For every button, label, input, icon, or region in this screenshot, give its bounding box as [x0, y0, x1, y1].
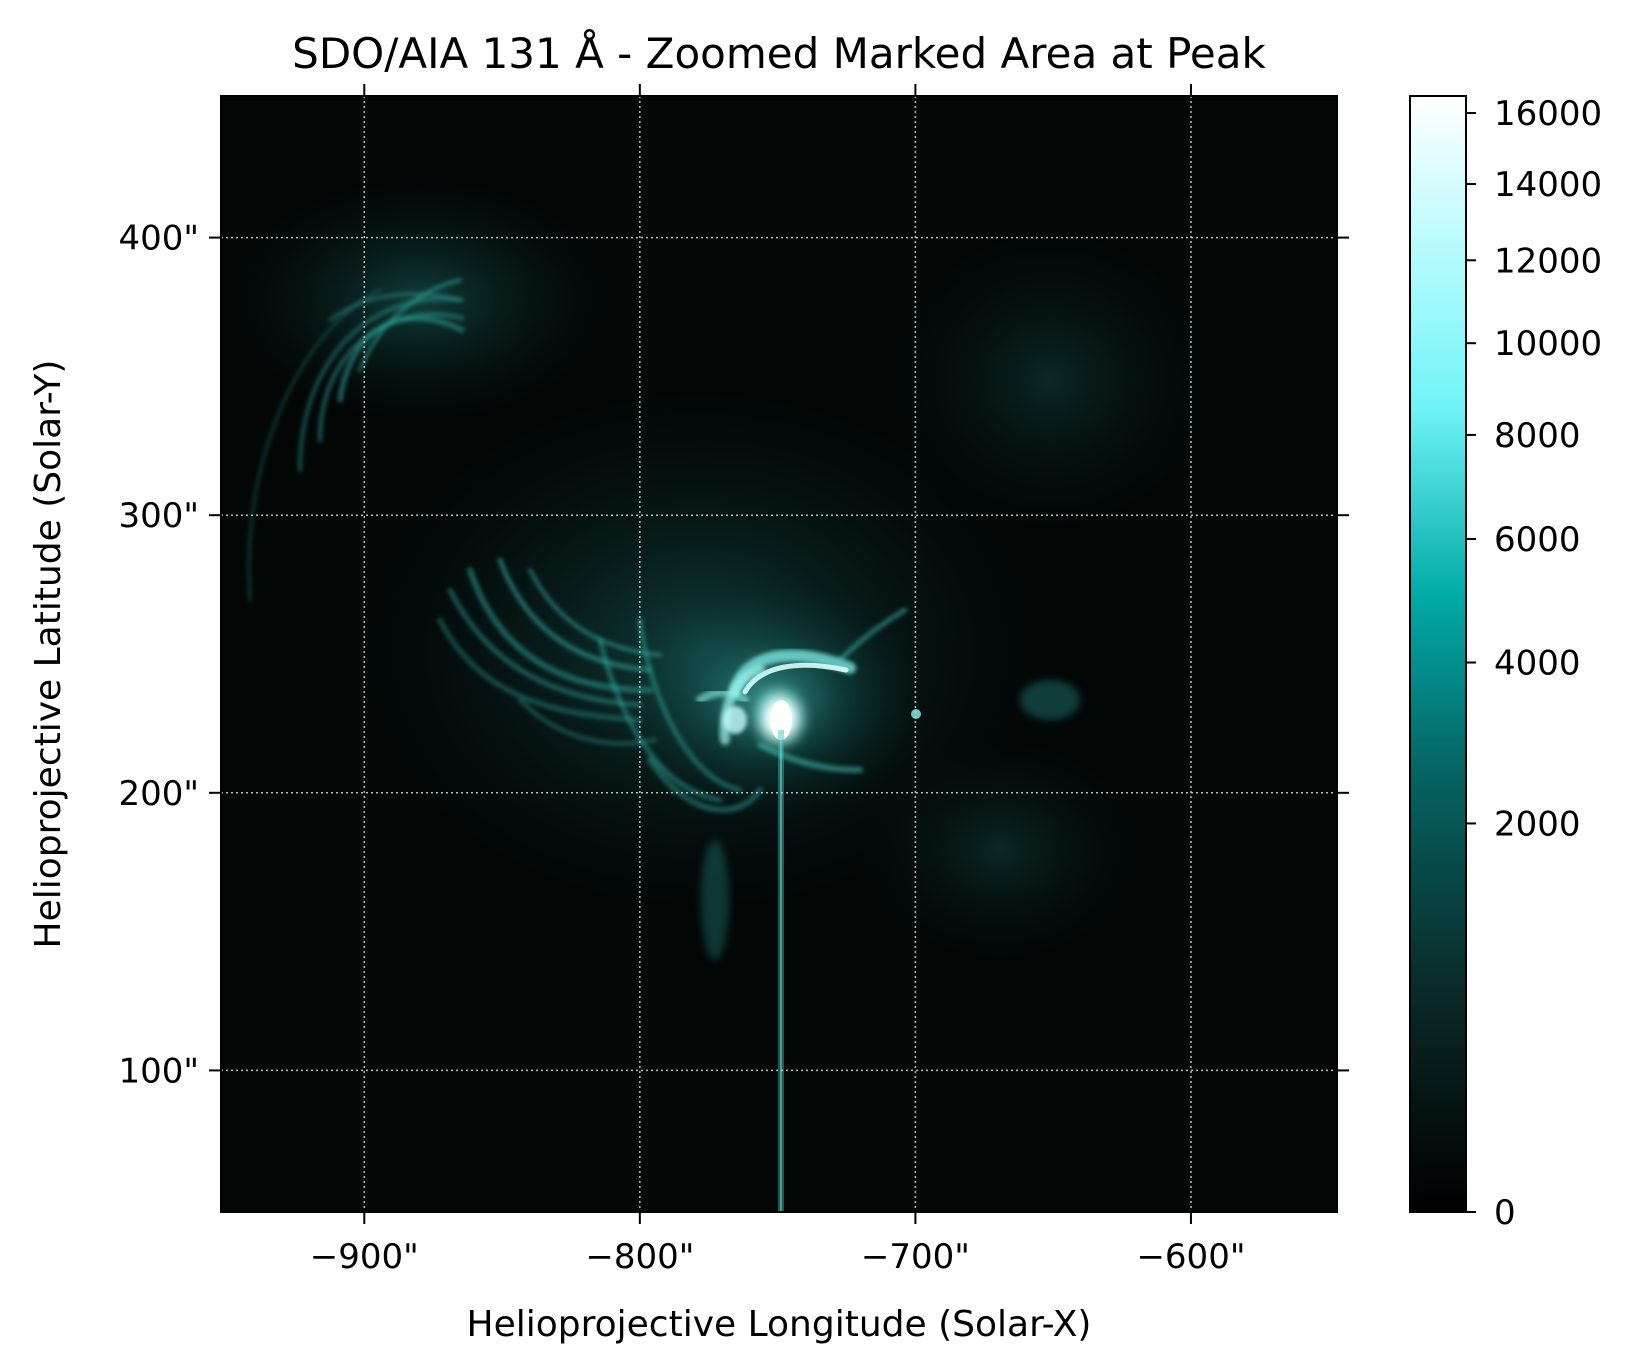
colorbar-tick-label: 4000: [1494, 644, 1581, 684]
colorbar-tick-label: 0: [1494, 1193, 1516, 1233]
colorbar-tick-label: 14000: [1494, 165, 1602, 205]
coordinate-grid: [221, 96, 1337, 1212]
y-tick-label: 300": [118, 496, 199, 536]
colorbar-tick-label: 6000: [1494, 520, 1581, 560]
bright-point-right: [911, 709, 921, 719]
colorbar-tick-label: 2000: [1494, 804, 1581, 844]
colorbar-ticks: 0 2000 4000 6000 8000 10000 12000 14000 16000: [1466, 94, 1602, 1233]
colorbar-tick-label: 10000: [1494, 324, 1602, 364]
colorbar-tick-label: 16000: [1494, 94, 1602, 134]
y-tick-label: 100": [118, 1051, 199, 1091]
diffuse-glow-right: [890, 230, 1210, 530]
bleed-streak-core: [780, 730, 782, 1212]
bleed-streak: [778, 730, 784, 1212]
loop-right-structure: [1020, 680, 1080, 720]
plot-frame: [220, 95, 1338, 1213]
colorbar-tick-label: 12000: [1494, 241, 1602, 281]
y-axis-label: Helioprojective Latitude (Solar-Y): [28, 360, 69, 949]
x-tick-label: −700": [861, 1237, 970, 1277]
y-axis-ticks: 100" 200" 300" 400": [118, 219, 1349, 1091]
x-tick-label: −800": [585, 1237, 694, 1277]
diffuse-glow-lower-right: [860, 740, 1140, 960]
x-axis-ticks: −900" −800" −700" −600": [310, 84, 1245, 1277]
x-axis-label: Helioprojective Longitude (Solar-X): [467, 1304, 1092, 1345]
x-tick-label: −900": [310, 1237, 419, 1277]
colorbar: 0 2000 4000 6000 8000 10000 12000 14000 16000: [1409, 94, 1602, 1233]
colorbar-frame: [1409, 95, 1467, 1213]
upper-left-loop-fan: [247, 278, 465, 602]
colorbar-tick-label: 8000: [1494, 416, 1581, 456]
y-tick-label: 200": [118, 774, 199, 814]
loop-lower: [701, 840, 729, 960]
y-tick-label: 400": [118, 219, 199, 259]
x-tick-label: −600": [1136, 1237, 1245, 1277]
flare-core: [770, 700, 792, 740]
plot-title: SDO/AIA 131 Å - Zoomed Marked Area at Pe…: [292, 28, 1266, 78]
solar-image: [221, 96, 1337, 1212]
flare-knot: [723, 706, 747, 734]
colorbar-gradient: [1410, 96, 1466, 1212]
